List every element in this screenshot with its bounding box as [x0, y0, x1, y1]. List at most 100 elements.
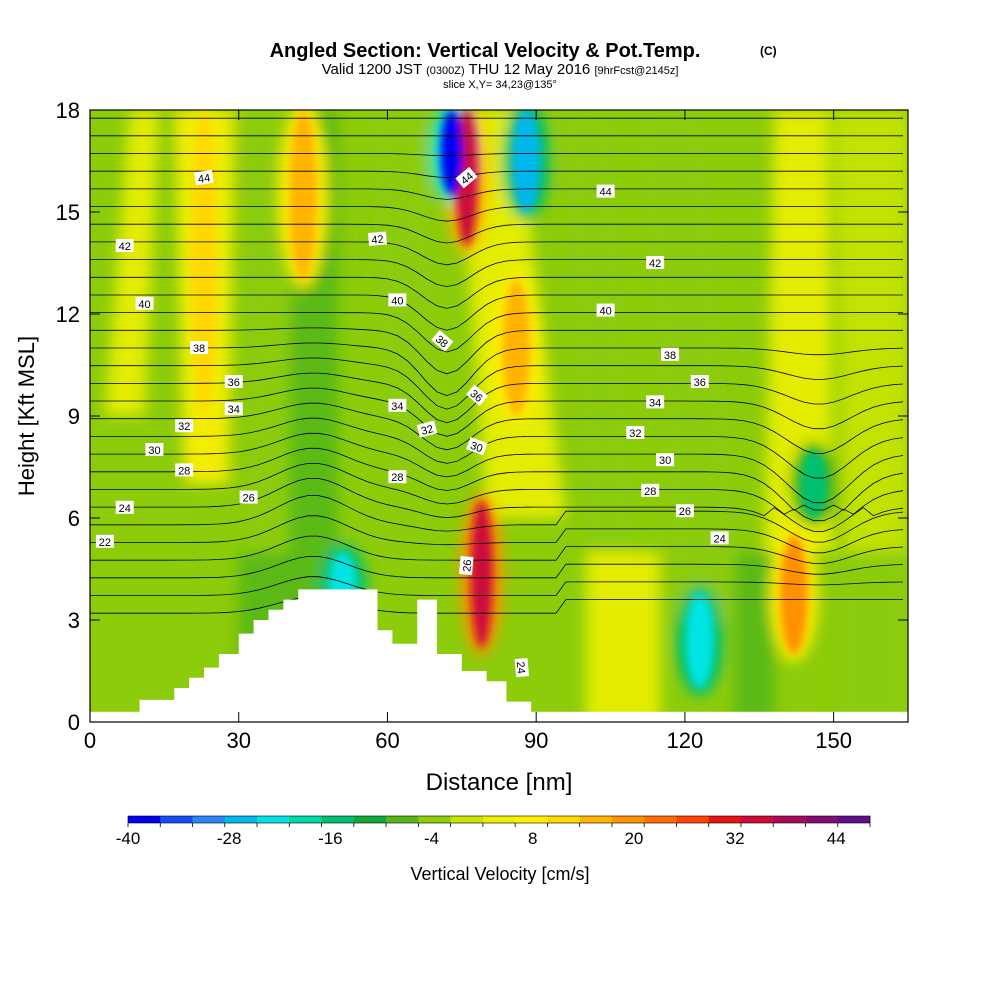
isotherm-label: 40: [596, 303, 615, 318]
isotherm-label: 42: [367, 231, 388, 247]
isotherm-line: [90, 259, 903, 288]
isotherm-label: 34: [388, 398, 407, 413]
isotherm-line: [90, 327, 903, 375]
isotherm-label-box: [641, 483, 660, 497]
isotherm-line: [90, 463, 904, 522]
isotherm-label-text: 36: [694, 377, 706, 389]
isotherm-label-text: 24: [119, 503, 131, 515]
isotherm-label: 34: [224, 402, 243, 416]
isotherm-label-text: 32: [178, 421, 190, 433]
isotherm-label-box: [690, 375, 709, 388]
colorbar-tick-label: -28: [217, 829, 242, 848]
colorbar-swatch: [805, 816, 839, 823]
chart-title-units: (C): [760, 44, 777, 58]
isotherm-label-box: [115, 500, 134, 514]
isotherm-line: [90, 312, 903, 353]
isotherm-label: 28: [175, 463, 194, 477]
colorbar: -40 -28 -16 -4 8 20 32 44: [116, 815, 871, 848]
isotherm-label: 32: [416, 420, 438, 438]
isotherm-label-box: [656, 453, 675, 467]
isotherm-label: 32: [626, 426, 645, 440]
isotherm-label: 34: [646, 395, 665, 409]
colorbar-swatch: [740, 816, 774, 823]
isotherm-label: 44: [596, 184, 615, 199]
isotherm-line: [90, 223, 903, 244]
isotherm-line: [90, 294, 903, 331]
isotherm-label-text: 28: [178, 465, 190, 477]
velocity-band: [635, 110, 745, 620]
isotherm-label: 36: [690, 375, 709, 389]
subtitle-valid: Valid 1200 JST: [322, 61, 422, 78]
isotherm-label: 40: [135, 296, 154, 311]
colorbar-tick-label: -40: [116, 829, 141, 848]
y-tick-label: 15: [56, 200, 80, 225]
subtitle-forecast: [9hrFcst@2145z]: [594, 65, 678, 77]
isotherm-line: [90, 447, 904, 511]
isotherm-label-text: 24: [514, 661, 527, 674]
isotherm-label-box: [416, 420, 438, 438]
isotherm-label-box: [431, 330, 454, 352]
velocity-band: [238, 110, 289, 552]
y-tick-label: 9: [68, 404, 80, 429]
chart-title: Angled Section: Vertical Velocity & Pot.…: [270, 40, 701, 62]
isotherm-line: [90, 357, 904, 410]
colorbar-swatch: [515, 816, 548, 823]
colorbar-swatch: [450, 816, 484, 823]
isotherm-label: 26: [459, 556, 474, 576]
isotherm-label: 26: [239, 490, 258, 505]
isotherm-line: [90, 170, 903, 178]
isotherm-label: 40: [388, 293, 407, 307]
velocity-feature: [289, 110, 318, 280]
colorbar-swatch: [837, 816, 871, 823]
isotherm-label: 38: [190, 341, 209, 355]
colorbar-swatch: [128, 816, 161, 823]
isotherm-label-box: [367, 231, 388, 246]
colorbar-tick-label: 32: [726, 829, 745, 848]
isotherm-label-box: [466, 436, 488, 456]
colorbar-swatch: [611, 816, 645, 823]
colorbar-swatch: [160, 816, 193, 823]
isotherm-line: [90, 417, 904, 479]
isotherm-label-text: 22: [99, 537, 111, 549]
isotherm-label-box: [115, 239, 134, 252]
isotherm-label-text: 30: [148, 445, 160, 457]
isotherm-line: [90, 387, 904, 437]
colorbar-swatch: [773, 816, 806, 823]
velocity-band: [560, 110, 636, 552]
velocity-band: [833, 552, 908, 712]
isotherm-label-box: [465, 384, 489, 406]
isotherm-label-box: [190, 341, 209, 354]
isotherm-label-text: 26: [243, 493, 255, 505]
isotherm-label-box: [95, 534, 114, 548]
isotherm-label-box: [596, 184, 615, 198]
isotherm-label: 44: [194, 169, 214, 186]
isotherm-label-box: [135, 296, 154, 310]
x-axis-label: Distance [nm]: [426, 769, 573, 796]
colorbar-swatch: [579, 816, 613, 823]
colorbar-label: Vertical Velocity [cm/s]: [410, 864, 589, 884]
isotherm-label: 30: [466, 436, 488, 456]
colorbar-swatch: [708, 816, 742, 823]
isotherm-label-text: 32: [629, 428, 641, 440]
x-tick-label: 60: [375, 728, 399, 753]
velocity-feature: [685, 592, 714, 689]
velocity-band: [734, 552, 775, 712]
isotherm-label: 22: [95, 534, 114, 549]
x-tick-label: 150: [815, 728, 852, 753]
colorbar-swatch: [289, 816, 322, 823]
isotherm-label-box: [145, 443, 164, 456]
isotherm-line: [90, 276, 903, 309]
isotherm-label-text: 34: [391, 401, 403, 413]
isotherm-label-box: [175, 419, 194, 433]
colorbar-tick-label: 8: [528, 829, 537, 848]
isotherm-label-text: 28: [644, 486, 656, 498]
y-axis-label: Height [Kft MSL]: [14, 336, 39, 496]
isotherm-label-box: [459, 556, 474, 576]
colorbar-swatch: [547, 816, 580, 823]
isotherm-label: 28: [641, 483, 660, 498]
y-tick-label: 6: [68, 506, 80, 531]
colorbar-swatch: [224, 816, 258, 823]
isotherm-label-box: [646, 395, 665, 409]
isotherm-label: 24: [710, 531, 729, 545]
